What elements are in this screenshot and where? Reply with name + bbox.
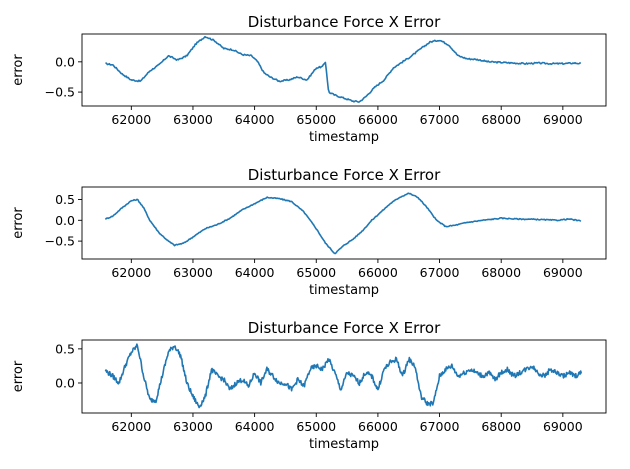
x-tick-label: 62000	[111, 112, 151, 127]
x-tick-label: 63000	[173, 112, 213, 127]
x-tick-label: 62000	[111, 419, 151, 434]
x-tick-label: 67000	[420, 112, 460, 127]
x-tick-label: 66000	[358, 419, 398, 434]
y-axis-label: error	[11, 207, 26, 239]
x-tick-label: 65000	[296, 112, 336, 127]
x-axis-label: timestamp	[309, 283, 379, 298]
x-tick-label: 69000	[543, 419, 583, 434]
x-tick-label: 69000	[543, 265, 583, 280]
x-tick-label: 64000	[235, 419, 275, 434]
x-tick-label: 69000	[543, 112, 583, 127]
x-tick-label: 65000	[296, 265, 336, 280]
y-tick-label: 0.0	[55, 213, 75, 228]
x-tick-label: 67000	[420, 265, 460, 280]
axes-frame	[81, 186, 607, 260]
series-line	[104, 343, 583, 409]
chart-title: Disturbance Force X Error	[248, 13, 441, 31]
y-tick-label: 0.5	[55, 192, 75, 207]
x-tick-label: 67000	[420, 419, 460, 434]
chart-panel-3: 62000 63000 64000 65000 66000 67000 68000 69000…	[11, 319, 607, 452]
x-tick-label: 68000	[481, 112, 521, 127]
y-tick-label: 0.0	[55, 54, 75, 69]
series-line	[104, 192, 582, 255]
y-tick-label: −0.5	[45, 234, 75, 249]
x-tick-label: 68000	[481, 265, 521, 280]
x-tick-label: 68000	[481, 419, 521, 434]
series-line	[105, 35, 581, 103]
y-tick-label: 0.0	[55, 375, 75, 390]
x-tick-label: 64000	[235, 265, 275, 280]
x-tick-label: 65000	[296, 419, 336, 434]
y-tick-label: −0.5	[45, 85, 75, 100]
x-axis-label: timestamp	[309, 437, 379, 452]
x-tick-label: 66000	[358, 265, 398, 280]
x-tick-label: 64000	[235, 112, 275, 127]
chart-panel-1: 62000 63000 64000 65000 66000 67000 68000 69000…	[11, 13, 607, 145]
chart-panel-2: 62000 63000 64000 65000 66000 67000 68000 69000…	[11, 166, 607, 298]
x-axis-label: timestamp	[309, 130, 379, 145]
axes-frame	[81, 33, 607, 107]
x-tick-label: 62000	[111, 265, 151, 280]
x-tick-label: 63000	[173, 265, 213, 280]
y-tick-label: 0.5	[55, 341, 75, 356]
x-tick-label: 66000	[358, 112, 398, 127]
axes-frame	[81, 339, 607, 414]
chart-title: Disturbance Force X Error	[248, 319, 441, 337]
x-tick-label: 63000	[173, 419, 213, 434]
chart-title: Disturbance Force X Error	[248, 166, 441, 184]
y-axis-label: error	[11, 360, 26, 392]
y-axis-label: error	[11, 54, 26, 86]
